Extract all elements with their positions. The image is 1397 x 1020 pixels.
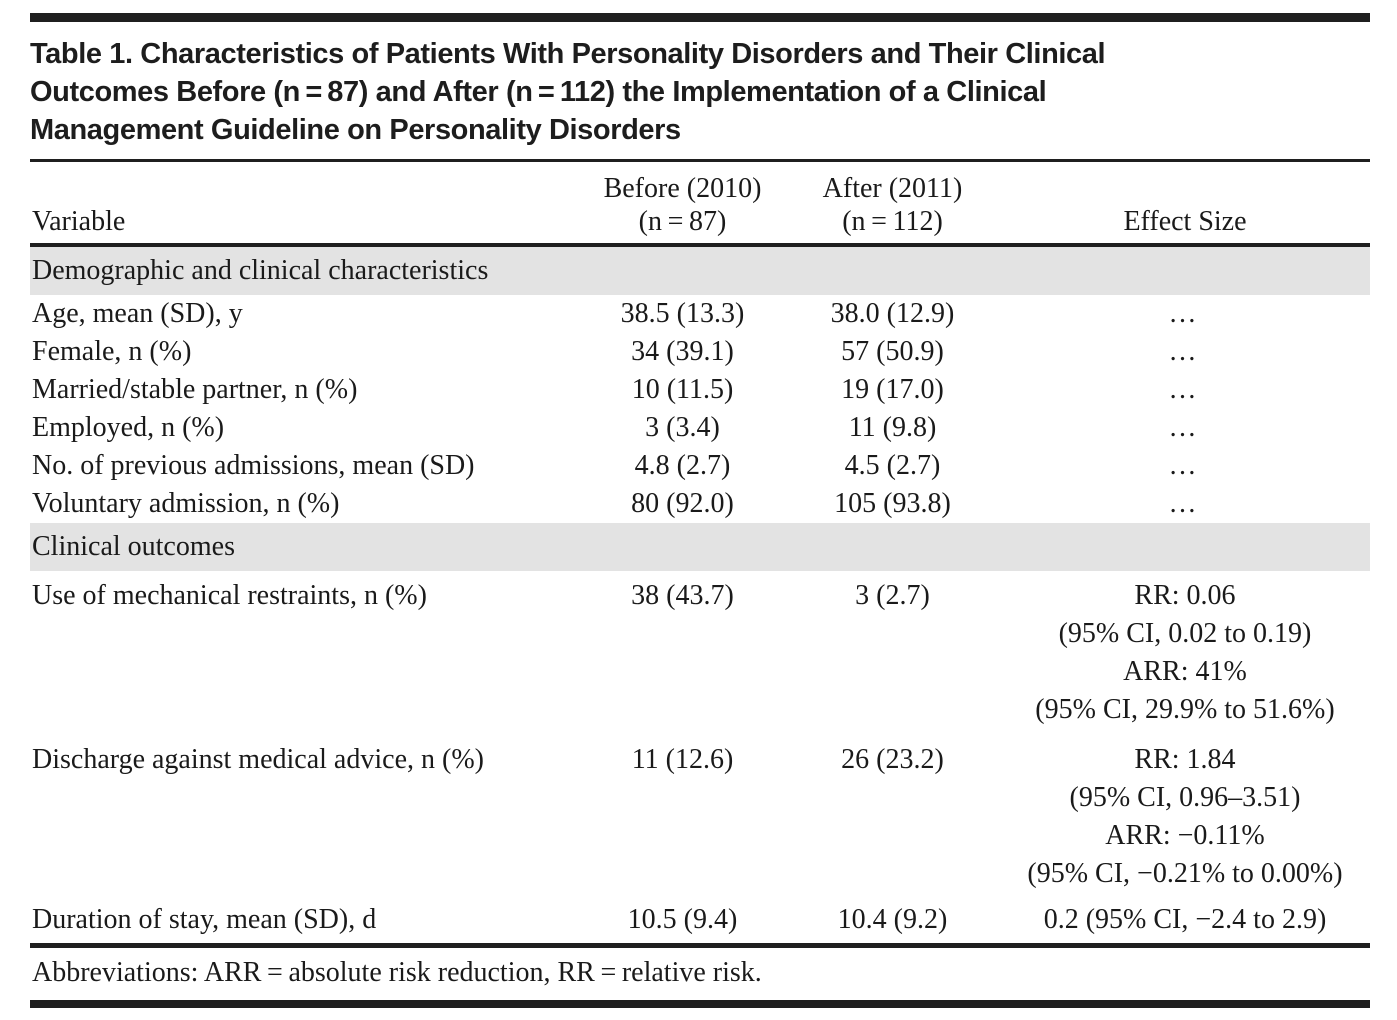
top-rule	[30, 13, 1370, 22]
column-header-after-line1: After (2011)	[822, 173, 963, 204]
before-cell: 11 (12.6)	[631, 744, 734, 775]
column-header-before: Before (2010) (n = 87)	[580, 162, 785, 247]
bottom-rule	[30, 1000, 1370, 1008]
variable-cell: Duration of stay, mean (SD), d	[32, 904, 377, 935]
column-header-effect-size: Effect Size	[1000, 162, 1370, 247]
table-row: Voluntary admission, n (%) 80 (92.0) 105…	[30, 485, 1370, 523]
column-header-after-line2: (n = 112)	[842, 206, 943, 237]
table-row: No. of previous admissions, mean (SD) 4.…	[30, 447, 1370, 485]
before-cell: 80 (92.0)	[631, 488, 734, 519]
section-header-demographics: Demographic and clinical characteristics	[30, 245, 1370, 295]
before-cell: 10.5 (9.4)	[627, 904, 738, 935]
column-header-before-line1: Before (2010)	[603, 173, 762, 204]
table-row: Married/stable partner, n (%) 10 (11.5) …	[30, 371, 1370, 409]
title-rule	[30, 159, 1370, 162]
variable-cell: Married/stable partner, n (%)	[32, 374, 358, 405]
after-cell: 105 (93.8)	[834, 488, 951, 519]
table-row: Age, mean (SD), y 38.5 (13.3) 38.0 (12.9…	[30, 295, 1370, 333]
before-cell: 38 (43.7)	[631, 580, 734, 611]
effect-size-cell: RR: 0.06 (95% CI, 0.02 to 0.19) ARR: 41%…	[1035, 580, 1335, 725]
variable-cell: Age, mean (SD), y	[32, 298, 243, 329]
section-label: Demographic and clinical characteristics	[30, 245, 1370, 295]
table-title: Table 1. Characteristics of Patients Wit…	[30, 35, 1370, 149]
after-cell: 10.4 (9.2)	[837, 904, 948, 935]
table-title-line-1: Table 1. Characteristics of Patients Wit…	[30, 38, 1106, 70]
after-cell: 11 (9.8)	[848, 412, 937, 443]
effect-size-cell: …	[1168, 336, 1202, 367]
effect-size-cell: 0.2 (95% CI, −2.4 to 2.9)	[1043, 904, 1327, 935]
abbreviations-footnote: Abbreviations: ARR = absolute risk reduc…	[32, 957, 762, 988]
characteristics-table: Variable Before (2010) (n = 87) After (2…	[30, 162, 1370, 943]
column-header-variable: Variable	[30, 162, 580, 247]
effect-size-cell: RR: 1.84 (95% CI, 0.96–3.51) ARR: −0.11%…	[1027, 744, 1343, 889]
after-cell: 38.0 (12.9)	[830, 298, 955, 329]
after-cell: 4.5 (2.7)	[844, 450, 941, 481]
variable-cell: Voluntary admission, n (%)	[32, 488, 340, 519]
table-title-line-3: Management Guideline on Personality Diso…	[30, 114, 681, 146]
variable-cell: Use of mechanical restraints, n (%)	[32, 580, 427, 611]
table-row: Discharge against medical advice, n (%) …	[30, 735, 1370, 899]
variable-cell: Discharge against medical advice, n (%)	[32, 744, 484, 775]
after-cell: 19 (17.0)	[841, 374, 944, 405]
column-header-after: After (2011) (n = 112)	[785, 162, 1000, 247]
section-label: Clinical outcomes	[30, 523, 1370, 571]
before-cell: 38.5 (13.3)	[620, 298, 745, 329]
after-cell: 57 (50.9)	[841, 336, 944, 367]
before-cell: 10 (11.5)	[631, 374, 734, 405]
after-cell: 3 (2.7)	[855, 580, 930, 611]
table-row: Duration of stay, mean (SD), d 10.5 (9.4…	[30, 899, 1370, 943]
section-header-clinical-outcomes: Clinical outcomes	[30, 523, 1370, 571]
effect-size-cell: …	[1168, 450, 1202, 481]
table-row: Use of mechanical restraints, n (%) 38 (…	[30, 571, 1370, 735]
column-header-before-line2: (n = 87)	[638, 206, 727, 237]
variable-cell: Female, n (%)	[32, 336, 192, 367]
table-row: Employed, n (%) 3 (3.4) 11 (9.8) …	[30, 409, 1370, 447]
effect-size-cell: …	[1168, 374, 1202, 405]
before-cell: 34 (39.1)	[631, 336, 734, 367]
before-cell: 4.8 (2.7)	[634, 450, 731, 481]
table-body: Demographic and clinical characteristics…	[30, 245, 1370, 943]
header-row: Variable Before (2010) (n = 87) After (2…	[30, 162, 1370, 247]
before-cell: 3 (3.4)	[645, 412, 720, 443]
effect-size-cell: …	[1168, 412, 1202, 443]
variable-cell: No. of previous admissions, mean (SD)	[32, 450, 475, 481]
variable-cell: Employed, n (%)	[32, 412, 225, 443]
table-row: Female, n (%) 34 (39.1) 57 (50.9) …	[30, 333, 1370, 371]
after-cell: 26 (23.2)	[841, 744, 944, 775]
table-bottom-rule	[30, 943, 1370, 948]
table-header: Variable Before (2010) (n = 87) After (2…	[30, 162, 1370, 247]
effect-size-cell: …	[1168, 298, 1202, 329]
effect-size-cell: …	[1168, 488, 1202, 519]
table-title-line-2: Outcomes Before (n = 87) and After (n = …	[30, 76, 1047, 108]
